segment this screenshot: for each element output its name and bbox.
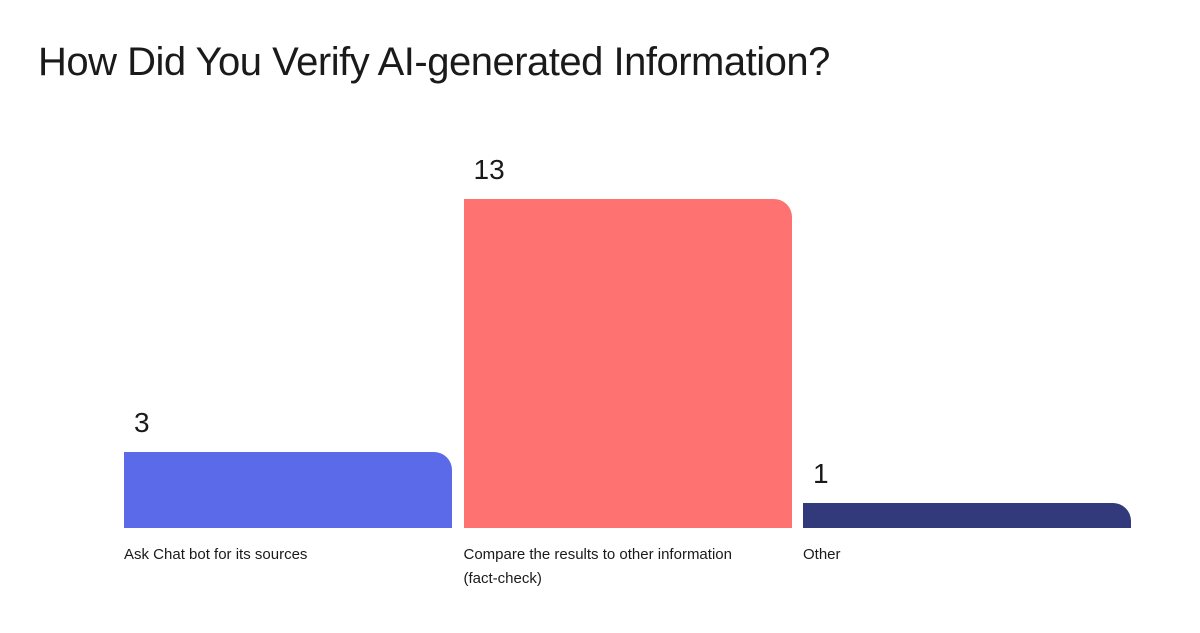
category-label: Other bbox=[803, 546, 841, 563]
bar bbox=[463, 199, 792, 528]
value-label: 3 bbox=[134, 407, 150, 439]
chart-title: How Did You Verify AI-generated Informat… bbox=[38, 40, 830, 84]
category-label: Compare the results to other information… bbox=[463, 546, 732, 587]
bar bbox=[124, 452, 452, 528]
bar bbox=[803, 502, 1131, 528]
value-label: 13 bbox=[473, 154, 505, 185]
category-label: Ask Chat bot for its sources bbox=[124, 546, 308, 563]
value-label: 1 bbox=[813, 457, 829, 489]
